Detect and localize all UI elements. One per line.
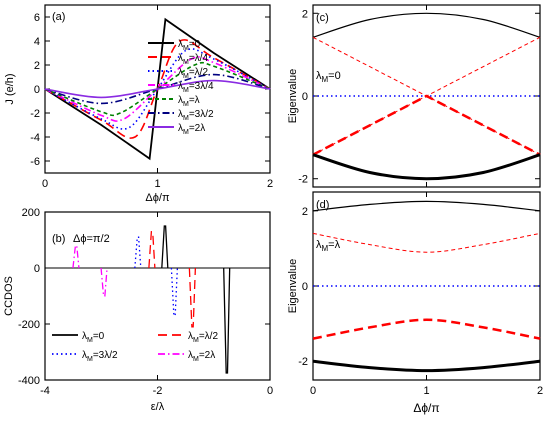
y-tick-label: -200 [18, 319, 40, 331]
y-tick-label: 0 [34, 263, 40, 275]
legend-label: λM=λ [178, 95, 200, 108]
panel-c: -2 0 2 (c) λM=0 Eigenvalue [287, 4, 541, 188]
legend-label: λM=λ/4 [178, 53, 208, 66]
x-tick-label: 2 [537, 385, 543, 397]
x-tick-label: 2 [267, 178, 273, 190]
y-tick-label: 0 [302, 281, 308, 293]
legend-label: λM=0 [82, 331, 105, 344]
x-tick-label: -4 [40, 385, 50, 397]
ccdos-peak [148, 230, 156, 269]
legend: λM=0λM=λ/4λM=λ/2λM=3λ/4λM=λλM=3λ/2λM=2λ [148, 39, 214, 136]
panel-label: (b) [52, 233, 65, 245]
series-line [44, 48, 271, 130]
y-tick-label: -2 [298, 356, 308, 368]
legend-label: λM=3λ/2 [82, 350, 118, 363]
y-tick-label: 4 [34, 36, 40, 48]
y-axis-label: J (e/h) [4, 73, 16, 104]
ccdos-peak [72, 244, 80, 269]
legend-label: λM=λ/2 [188, 331, 218, 344]
x-tick-label: -2 [153, 385, 163, 397]
panel-note: λM=λ [316, 239, 341, 253]
legend-label: λM=2λ [178, 123, 205, 136]
y-tick-label: 2 [34, 60, 40, 72]
y-tick-label: 0 [302, 91, 308, 103]
eigenvalue-curve [312, 200, 541, 212]
legend-label: λM=λ/2 [178, 67, 208, 80]
series-line [44, 61, 271, 117]
ccdos-peak [223, 267, 231, 374]
eigenvalue-curve [312, 94, 541, 156]
x-axis-label: Δϕ/π [145, 192, 170, 204]
x-tick-label: 0 [42, 178, 48, 190]
panel-note: λM=0 [316, 70, 341, 84]
y-tick-label: -2 [30, 108, 40, 120]
legend-label: λM=0 [178, 39, 201, 52]
y-tick-label: 2 [302, 8, 308, 20]
x-tick-label: 0 [267, 385, 273, 397]
y-tick-label: -6 [30, 156, 40, 168]
y-axis-label: CCDOS [3, 276, 15, 316]
y-tick-label: -4 [30, 132, 40, 144]
eigenvalue-curve [312, 232, 541, 253]
y-tick-label: 2 [302, 206, 308, 218]
ccdos-peak [134, 236, 142, 269]
y-axis-label: Eigenvalue [287, 69, 299, 123]
eigenvalue-curve [312, 318, 541, 340]
legend-label: λM=2λ [188, 350, 215, 363]
eigenvalue-curve [312, 12, 541, 38]
x-axis-label: ε/λ [151, 401, 165, 413]
series-line [44, 79, 271, 99]
panel-label: (d) [316, 199, 329, 211]
y-axis-label: Eigenvalue [287, 259, 299, 313]
ccdos-peak [100, 267, 108, 297]
x-axis-label: Δϕ/π [413, 401, 439, 415]
ccdos-peak [188, 267, 197, 328]
eigenvalue-curve [312, 153, 541, 181]
legend-label: λM=3λ/4 [178, 81, 214, 94]
eigenvalue-curve [312, 359, 541, 373]
panel-label: (a) [52, 11, 65, 23]
legend-label: λM=3λ/2 [178, 109, 214, 122]
panel-label: (c) [316, 12, 329, 24]
y-tick-label: 200 [22, 207, 40, 219]
y-tick-label: 0 [34, 84, 40, 96]
x-tick-label: 0 [310, 385, 316, 397]
y-tick-label: 6 [34, 12, 40, 24]
y-tick-label: -2 [298, 174, 308, 186]
x-tick-label: 1 [423, 385, 429, 397]
panel-note: Δϕ=π/2 [73, 233, 110, 245]
panel-d: 0 1 2 -2 0 2 (d) λM=λ Eigenvalue Δϕ/π [287, 191, 543, 415]
ccdos-peak [161, 225, 169, 269]
y-tick-label: -400 [18, 375, 40, 387]
legend: λM=0 λM=λ/2 λM=3λ/2 λM=2λ [52, 331, 218, 363]
ccdos-peak [170, 267, 179, 317]
x-tick-label: 1 [154, 178, 160, 190]
